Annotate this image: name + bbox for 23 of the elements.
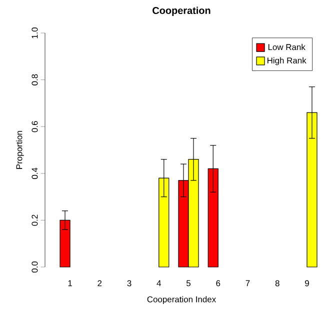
x-tick-label: 1 <box>68 280 72 286</box>
y-axis-title: Proportion <box>16 131 24 169</box>
legend-label: Low Rank <box>268 44 306 50</box>
x-tick-label: 3 <box>127 280 132 286</box>
y-tick-label: 0.8 <box>32 74 38 86</box>
bar <box>208 168 218 268</box>
legend-label: High Rank <box>268 57 306 66</box>
x-tick-label: 2 <box>98 280 102 286</box>
y-tick-label: 0.4 <box>32 168 38 179</box>
bar <box>60 220 70 268</box>
y-tick-label: 0.2 <box>32 214 38 226</box>
chart-title: Cooperation <box>152 6 210 16</box>
x-tick-label: 8 <box>275 280 280 286</box>
x-axis-title: Cooperation Index <box>147 296 216 304</box>
y-tick-label: 1.0 <box>32 27 38 38</box>
y-tick-label: 0.6 <box>32 121 38 132</box>
x-tick-label: 4 <box>156 280 161 286</box>
x-tick-label: 7 <box>246 280 250 286</box>
x-tick-label: 5 <box>186 280 191 286</box>
bar <box>158 178 170 268</box>
x-tick-label: 9 <box>305 280 309 286</box>
x-tick-label: 6 <box>216 280 220 286</box>
y-tick-label: 0.0 <box>32 261 38 273</box>
